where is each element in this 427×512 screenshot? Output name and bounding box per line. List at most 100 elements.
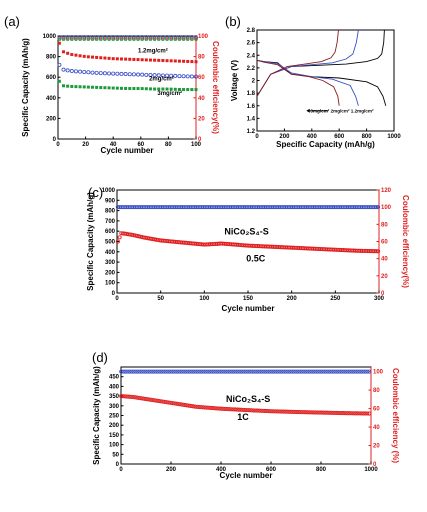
panel-d: (d) 0 200 400 600 800 10000501001502002503003… xyxy=(92,350,400,480)
efficiency-point xyxy=(127,369,132,374)
capacity-point xyxy=(307,410,312,415)
capacity-point xyxy=(181,402,186,407)
x-tick-label: 800 xyxy=(316,467,327,473)
x-tick-label: 600 xyxy=(266,467,277,473)
capacity-point xyxy=(132,57,136,61)
capacity-point xyxy=(343,411,348,416)
capacity-point xyxy=(347,411,352,416)
y-tick-label: 2.8 xyxy=(247,28,256,34)
efficiency-point xyxy=(57,37,62,41)
capacity-point xyxy=(329,410,334,415)
capacity-point xyxy=(191,404,196,409)
efficiency-point xyxy=(249,369,254,374)
efficiency-point xyxy=(111,37,116,41)
capacity-point xyxy=(223,406,228,411)
capacity-point xyxy=(182,59,186,63)
efficiency-point xyxy=(152,37,157,41)
efficiency-point xyxy=(183,369,188,374)
capacity-point xyxy=(367,411,372,416)
y-tick-label: 150 xyxy=(109,433,120,439)
capacity-point xyxy=(323,410,328,415)
capacity-point xyxy=(193,74,198,79)
efficiency-point xyxy=(253,369,258,374)
capacity-point xyxy=(144,72,149,77)
x-tick-label: 400 xyxy=(307,134,318,140)
capacity-point xyxy=(135,233,140,238)
efficiency-point xyxy=(127,35,132,39)
capacity-point xyxy=(157,87,161,91)
y-tick-label: 200 xyxy=(109,423,120,429)
capacity-point xyxy=(157,399,162,404)
x-tick-label: 100 xyxy=(199,296,210,302)
capacity-point xyxy=(124,86,128,90)
capacity-point xyxy=(273,409,278,414)
capacity-point xyxy=(327,410,332,415)
efficiency-point xyxy=(265,369,270,374)
x-tick-label: 200 xyxy=(166,467,177,473)
capacity-point xyxy=(152,73,157,78)
y2-tick-label: 0 xyxy=(198,137,202,143)
capacity-point xyxy=(177,59,181,63)
capacity-point xyxy=(131,72,136,77)
efficiency-point xyxy=(281,369,286,374)
efficiency-point xyxy=(74,35,78,39)
capacity-point xyxy=(128,87,132,91)
efficiency-point xyxy=(279,369,284,374)
efficiency-point xyxy=(237,369,242,374)
capacity-point xyxy=(156,73,161,78)
efficiency-point xyxy=(98,35,103,39)
y2-tick-label: 0 xyxy=(381,291,385,297)
capacity-point xyxy=(217,406,222,411)
efficiency-point xyxy=(86,37,91,41)
capacity-point xyxy=(121,394,126,399)
capacity-point xyxy=(136,234,141,239)
capacity-point xyxy=(221,406,226,411)
y-tick-label: 800 xyxy=(46,55,57,61)
capacity-point xyxy=(127,72,132,77)
material-label: NiCo₂S₄-S xyxy=(224,226,268,236)
x-tick-label: 150 xyxy=(243,296,254,302)
panel-d-label: (d) xyxy=(92,350,108,365)
capacity-point xyxy=(115,71,120,76)
efficiency-point xyxy=(285,369,290,374)
efficiency-series-2 xyxy=(57,35,198,39)
efficiency-point xyxy=(261,369,266,374)
capacity-point xyxy=(289,409,294,414)
capacity-point xyxy=(95,85,99,89)
capacity-point xyxy=(148,58,152,62)
capacity-point xyxy=(169,87,173,91)
y-tick-label: 250 xyxy=(109,414,120,420)
capacity-point xyxy=(319,410,324,415)
efficiency-point xyxy=(211,369,216,374)
efficiency-point xyxy=(317,369,322,374)
material-label: NiCo₂S₄-S xyxy=(226,394,270,404)
y2-tick-label: 80 xyxy=(373,388,380,394)
x-tick-label: 100 xyxy=(191,142,202,148)
x-tick-label: 400 xyxy=(216,467,227,473)
efficiency-point xyxy=(103,37,107,41)
capacity-point xyxy=(271,409,276,414)
efficiency-point xyxy=(148,35,153,39)
x-tick-label: 80 xyxy=(165,142,172,148)
capacity-point xyxy=(190,60,194,64)
y-tick-label: 2.2 xyxy=(247,66,256,72)
capacity-point xyxy=(115,57,119,61)
efficiency-point xyxy=(165,369,170,374)
y2-tick-label: 0 xyxy=(373,462,377,468)
capacity-point xyxy=(140,87,144,91)
capacity-point xyxy=(263,408,268,414)
efficiency-point xyxy=(121,369,126,374)
efficiency-point xyxy=(259,369,264,374)
x-tick-label: 40 xyxy=(110,142,117,148)
efficiency-point xyxy=(333,369,338,374)
capacity-point xyxy=(333,410,338,415)
efficiency-point xyxy=(319,369,324,374)
capacity-point xyxy=(169,400,174,405)
efficiency-point xyxy=(123,369,128,374)
capacity-point xyxy=(137,395,142,401)
x-tick-label: 0 xyxy=(56,142,60,148)
y2-tick-label: 100 xyxy=(381,205,392,211)
efficiency-point xyxy=(144,35,149,39)
capacity-point xyxy=(315,410,320,415)
capacity-point xyxy=(86,55,90,59)
